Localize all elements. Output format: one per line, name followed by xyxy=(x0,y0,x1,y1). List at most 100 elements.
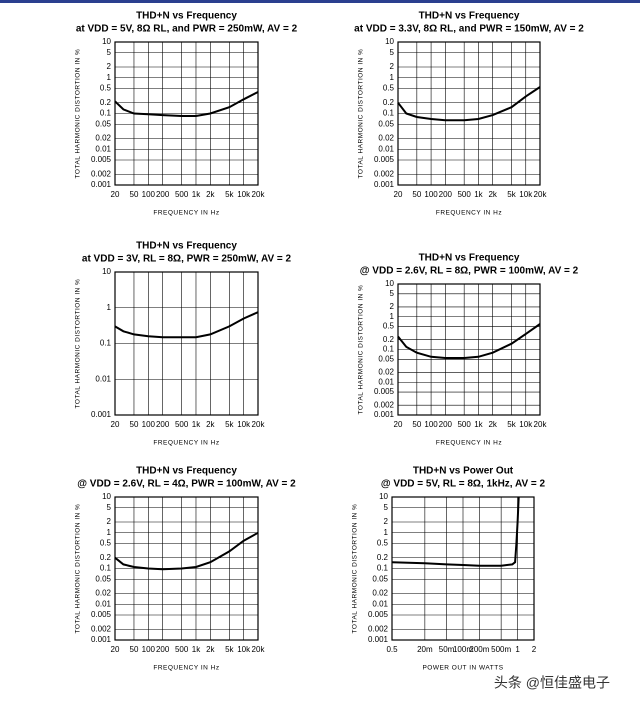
thd-curve xyxy=(114,311,259,339)
x-axis-label: FREQUENCY IN Hz xyxy=(153,665,219,672)
y-tick-label: 5 xyxy=(390,48,395,57)
y-tick-label: 0.002 xyxy=(374,169,395,178)
y-tick-label: 0.2 xyxy=(100,553,112,562)
y-axis-label: TOTAL HARMONIC DISTORTION IN % xyxy=(352,504,359,634)
y-tick-label: 0.02 xyxy=(372,589,388,598)
x-tick-label: 50 xyxy=(130,420,139,429)
chart-subtitle: at VDD = 3.3V, 8Ω RL, and PWR = 150mW, A… xyxy=(354,24,584,35)
x-tick-label: 50 xyxy=(130,645,139,654)
x-tick-label: 2k xyxy=(206,420,215,429)
x-tick-label: 5k xyxy=(225,645,234,654)
y-tick-label: 0.05 xyxy=(378,119,394,128)
chart-subtitle: at VDD = 5V, 8Ω RL, and PWR = 250mW, AV … xyxy=(76,24,298,35)
x-axis-label: FREQUENCY IN Hz xyxy=(436,440,502,447)
y-tick-label: 0.5 xyxy=(377,539,389,548)
x-tick-label: 500 xyxy=(175,190,189,199)
y-tick-label: 2 xyxy=(107,517,112,526)
x-tick-label: 500m xyxy=(491,645,511,654)
x-tick-label: 20k xyxy=(252,420,266,429)
x-tick-label: 100m xyxy=(453,645,473,654)
x-tick-label: 20k xyxy=(534,190,548,199)
x-tick-label: 100 xyxy=(142,420,156,429)
y-tick-label: 0.05 xyxy=(95,119,111,128)
y-axis-label: TOTAL HARMONIC DISTORTION IN % xyxy=(75,279,82,409)
y-tick-label: 0.02 xyxy=(95,589,111,598)
x-tick-label: 5k xyxy=(507,190,516,199)
y-tick-label: 0.2 xyxy=(100,98,112,107)
y-tick-label: 5 xyxy=(384,503,389,512)
x-tick-label: 200 xyxy=(439,190,453,199)
x-axis-label: POWER OUT IN WATTS xyxy=(422,665,503,672)
y-tick-label: 0.1 xyxy=(383,109,395,118)
x-tick-label: 50 xyxy=(130,190,139,199)
y-tick-label: 0.5 xyxy=(100,539,112,548)
y-tick-label: 0.002 xyxy=(374,400,395,409)
y-axis-label: TOTAL HARMONIC DISTORTION IN % xyxy=(358,49,365,179)
x-tick-label: 50 xyxy=(412,190,421,199)
y-tick-label: 0.01 xyxy=(378,377,394,386)
x-tick-label: 50m xyxy=(439,645,455,654)
x-tick-label: 100 xyxy=(142,190,156,199)
y-tick-label: 1 xyxy=(107,528,112,537)
chart-title: THD+N vs Frequency xyxy=(419,11,520,22)
y-tick-label: 0.01 xyxy=(378,144,394,153)
y-tick-label: 0.005 xyxy=(374,387,395,396)
x-axis-label: FREQUENCY IN Hz xyxy=(153,440,219,447)
x-tick-label: 100 xyxy=(424,190,438,199)
x-tick-label: 10k xyxy=(237,420,251,429)
y-tick-label: 2 xyxy=(390,62,395,71)
chart-subtitle: @ VDD = 2.6V, RL = 4Ω, PWR = 100mW, AV =… xyxy=(77,479,296,490)
y-tick-label: 0.01 xyxy=(372,599,388,608)
y-tick-label: 1 xyxy=(390,312,395,321)
x-tick-label: 200 xyxy=(156,190,170,199)
x-tick-label: 500 xyxy=(457,190,471,199)
x-tick-label: 5k xyxy=(225,190,234,199)
x-tick-label: 20k xyxy=(252,645,266,654)
x-axis-label: FREQUENCY IN Hz xyxy=(436,210,502,217)
x-tick-label: 2k xyxy=(206,645,215,654)
y-tick-label: 0.001 xyxy=(91,410,112,419)
y-tick-label: 0.2 xyxy=(383,98,395,107)
y-tick-label: 0.005 xyxy=(374,155,395,164)
x-tick-label: 5k xyxy=(507,420,516,429)
y-tick-label: 1 xyxy=(390,73,395,82)
x-tick-label: 20 xyxy=(111,645,120,654)
x-tick-label: 200m xyxy=(469,645,489,654)
y-tick-label: 10 xyxy=(102,267,111,276)
y-tick-label: 0.001 xyxy=(374,180,395,189)
x-tick-label: 10k xyxy=(237,190,251,199)
y-tick-label: 0.1 xyxy=(100,109,112,118)
y-tick-label: 0.01 xyxy=(95,599,111,608)
y-tick-label: 2 xyxy=(390,302,395,311)
y-tick-label: 0.05 xyxy=(378,354,394,363)
chart-subtitle: at VDD = 3V, RL = 8Ω, PWR = 250mW, AV = … xyxy=(82,254,292,265)
x-tick-label: 50 xyxy=(412,420,421,429)
y-tick-label: 10 xyxy=(379,492,388,501)
y-tick-label: 10 xyxy=(102,37,111,46)
y-tick-label: 0.1 xyxy=(100,339,112,348)
y-tick-label: 0.001 xyxy=(91,180,112,189)
x-tick-label: 10k xyxy=(519,190,533,199)
x-tick-label: 200 xyxy=(439,420,453,429)
y-tick-label: 0.5 xyxy=(100,84,112,93)
y-tick-label: 10 xyxy=(385,37,394,46)
x-tick-label: 500 xyxy=(175,420,189,429)
y-tick-label: 0.01 xyxy=(95,374,111,383)
y-tick-label: 0.2 xyxy=(377,553,389,562)
y-tick-label: 0.5 xyxy=(383,84,395,93)
chart-subtitle: @ VDD = 2.6V, RL = 8Ω, PWR = 100mW, AV =… xyxy=(360,266,579,277)
y-tick-label: 0.1 xyxy=(383,345,395,354)
x-tick-label: 10k xyxy=(237,645,251,654)
x-tick-label: 1k xyxy=(192,645,201,654)
y-tick-label: 0.01 xyxy=(95,144,111,153)
x-tick-label: 20m xyxy=(417,645,433,654)
chart-subtitle: @ VDD = 5V, RL = 8Ω, 1kHz, AV = 2 xyxy=(381,479,546,490)
y-tick-label: 0.005 xyxy=(91,155,112,164)
y-axis-label: TOTAL HARMONIC DISTORTION IN % xyxy=(75,49,82,179)
y-tick-label: 0.05 xyxy=(372,574,388,583)
top-bar xyxy=(0,0,640,3)
thd-curve xyxy=(391,496,520,567)
y-tick-label: 2 xyxy=(384,517,389,526)
y-tick-label: 0.2 xyxy=(383,335,395,344)
